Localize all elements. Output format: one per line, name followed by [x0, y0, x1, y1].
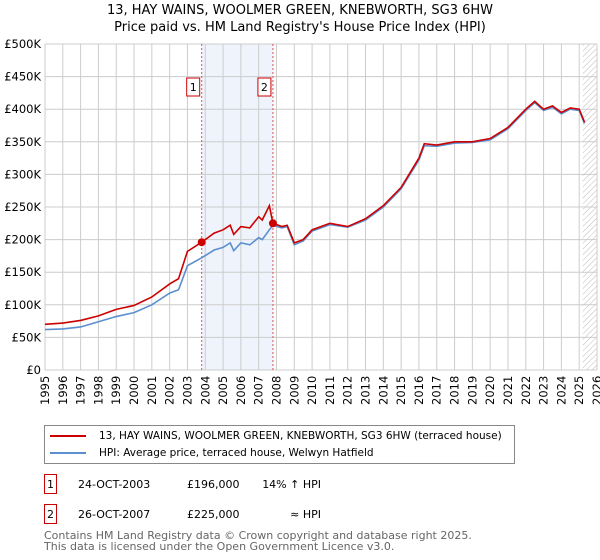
y-tick-label: £50K — [12, 330, 42, 344]
x-tick-label: 1997 — [74, 376, 88, 405]
x-tick-label: 2011 — [323, 376, 337, 405]
y-tick-label: £200K — [4, 233, 41, 247]
x-tick-label: 1999 — [109, 376, 123, 405]
chart-title: 13, HAY WAINS, WOOLMER GREEN, KNEBWORTH,… — [106, 3, 494, 18]
legend: 13, HAY WAINS, WOOLMER GREEN, KNEBWORTH,… — [44, 425, 515, 464]
x-tick-label: 2021 — [501, 376, 515, 405]
sale-point — [197, 238, 206, 247]
x-tick-label: 2017 — [430, 376, 444, 405]
y-tick-label: £400K — [4, 102, 41, 116]
annotation-date: 26-OCT-2007 — [78, 507, 151, 521]
x-tick-label: 2003 — [180, 376, 194, 405]
sale-label: 1 — [190, 81, 197, 94]
x-tick-label: 2024 — [554, 376, 568, 405]
annotation-row: 1 24-OCT-2003 £196,000 14% ↑ HPI — [44, 474, 321, 494]
annotation-badge: 2 — [44, 504, 57, 524]
legend-blue-swatch — [50, 452, 86, 454]
annotation-badge: 1 — [44, 474, 57, 494]
x-tick-label: 2023 — [537, 376, 551, 405]
y-tick-label: £150K — [4, 265, 41, 279]
sale-label-box — [186, 77, 201, 97]
x-tick-label: 2005 — [216, 376, 230, 405]
annotation-price: £196,000 — [187, 477, 240, 491]
price-chart: 1995 1996 1997 1998 1999 2000 2001 2002 2003 2004… — [4, 37, 600, 405]
annotation-hpi: 14% ↑ HPI — [262, 477, 321, 491]
footer-line: Contains HM Land Registry data © Crown c… — [44, 529, 472, 542]
y-tick-label: £0 — [26, 363, 41, 377]
footer-line: This data is licensed under the Open Gov… — [44, 540, 395, 553]
chart-subtitle: Price paid vs. HM Land Registry's House … — [114, 20, 486, 35]
annotation-date: 24-OCT-2003 — [78, 477, 151, 491]
annotation-price: £225,000 — [187, 507, 240, 521]
annotation-hpi: ≈ HPI — [290, 507, 321, 521]
y-tick-label: £300K — [4, 167, 41, 181]
x-tick-label: 2007 — [252, 376, 266, 405]
x-tick-label: 2020 — [483, 376, 497, 405]
x-tick-label: 2006 — [234, 376, 248, 405]
legend-red-label: 13, HAY WAINS, WOOLMER GREEN, KNEBWORTH,… — [99, 430, 502, 442]
x-tick-label: 1998 — [91, 376, 105, 405]
legend-red-swatch — [50, 435, 86, 437]
x-tick-label: 2016 — [412, 376, 426, 405]
sale-label-box — [257, 77, 272, 97]
x-tick-label: 2001 — [145, 376, 159, 405]
sale-point — [268, 219, 277, 228]
y-tick-label: £500K — [4, 37, 41, 51]
x-tick-label: 2018 — [448, 376, 462, 405]
y-tick-label: £450K — [4, 70, 41, 84]
annotation-row: 2 26-OCT-2007 £225,000 ≈ HPI — [44, 504, 321, 524]
x-tick-label: 2013 — [359, 376, 373, 405]
x-tick-label: 2015 — [394, 376, 408, 405]
x-tick-label: 2000 — [127, 376, 141, 405]
x-tick-label: 2008 — [269, 376, 283, 405]
footer: Contains HM Land Registry data © Crown c… — [44, 530, 472, 552]
x-tick-label: 2026 — [590, 376, 600, 405]
x-tick-label: 2010 — [305, 376, 319, 405]
x-tick-label: 2014 — [376, 376, 390, 405]
x-tick-label: 2025 — [572, 376, 586, 405]
legend-blue-label: HPI: Average price, terraced house, Welw… — [99, 447, 374, 459]
x-tick-label: 1996 — [56, 376, 70, 405]
y-tick-label: £250K — [4, 200, 41, 214]
hpi-line — [44, 101, 586, 331]
x-tick-label: 2004 — [198, 376, 212, 405]
sale-label: 2 — [261, 81, 268, 94]
x-tick-label: 2009 — [287, 376, 301, 405]
price-line — [44, 100, 586, 326]
y-tick-label: £100K — [4, 298, 41, 312]
y-tick-label: £350K — [4, 135, 41, 149]
x-tick-label: 2002 — [163, 376, 177, 405]
x-tick-label: 2012 — [341, 376, 355, 405]
x-tick-label: 2022 — [519, 376, 533, 405]
x-tick-label: 1995 — [38, 376, 52, 405]
x-tick-label: 2019 — [465, 376, 479, 405]
